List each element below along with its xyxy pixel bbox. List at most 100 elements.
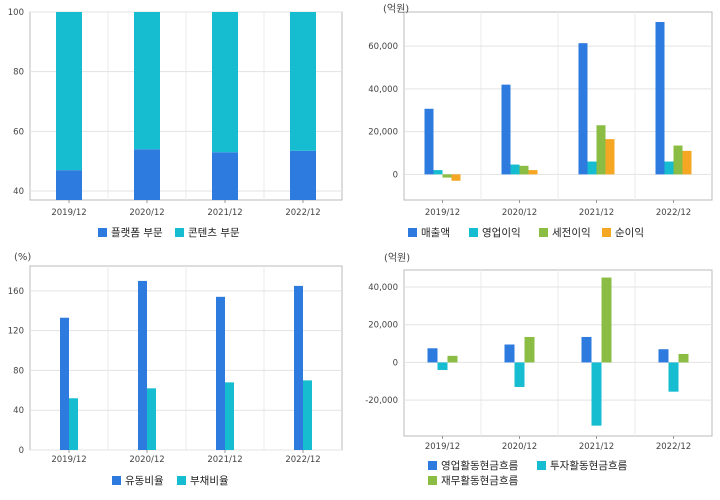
- y-tick-label: 20,000: [368, 128, 398, 138]
- bar: [138, 280, 147, 450]
- y-tick-label: 20,000: [368, 321, 398, 331]
- bar: [524, 336, 535, 363]
- bar-platform: [134, 149, 160, 200]
- y-tick-label: 80: [13, 68, 24, 78]
- bar: [427, 348, 438, 363]
- x-tick-label: 2020/12: [502, 442, 537, 452]
- bar: [581, 336, 592, 363]
- y-tick-label: 0: [393, 358, 398, 368]
- legend-label: 영업활동현금흐름: [441, 459, 519, 472]
- bar: [655, 22, 665, 175]
- y-tick-label: 0: [19, 446, 24, 456]
- platform-content-chart: 40 60 80 100 2019/12 2020/12 2021/12 2022/12 플랫폼…: [0, 0, 360, 248]
- bar: [504, 344, 515, 363]
- legend-swatch: [602, 228, 611, 237]
- x-tick-label: 2019/12: [425, 208, 460, 218]
- x-tick-label: 2019/12: [51, 455, 86, 465]
- x-tick-label: 2021/12: [207, 208, 242, 218]
- legend-swatch: [428, 476, 437, 485]
- y-tick-label: 40: [13, 406, 24, 416]
- bar-platform: [290, 150, 316, 200]
- x-tick-label: 2021/12: [207, 455, 242, 465]
- bar: [225, 382, 234, 450]
- legend-swatch: [539, 228, 548, 237]
- legend-swatch: [469, 228, 478, 237]
- cashflow-bar-chart: -20,000 0 20,000 40,000 (억원) 2019/12 2020/12 20…: [365, 252, 713, 487]
- legend-swatch: [177, 476, 186, 485]
- x-tick-label: 2019/12: [51, 208, 86, 218]
- bar: [605, 139, 615, 175]
- bar: [451, 174, 461, 181]
- bar: [510, 164, 520, 175]
- x-tick-label: 2022/12: [656, 208, 691, 218]
- x-tick-label: 2020/12: [129, 455, 164, 465]
- y-tick-label: 160: [8, 287, 24, 297]
- bar: [587, 161, 597, 175]
- legend-swatch: [112, 476, 121, 485]
- x-tick-label: 2020/12: [502, 208, 537, 218]
- legend-label: 부채비율: [190, 475, 229, 487]
- x-tick-label: 2022/12: [285, 208, 320, 218]
- chart-group: 0 20,000 40,000 60,000 (억원) 2019/12 2020/12 202…: [368, 3, 713, 239]
- bar: [601, 277, 612, 363]
- bar: [433, 170, 443, 175]
- bar: [294, 285, 303, 450]
- ratio-chart: 0 40 80 120 160 (%) 2019/12 2020/12 2021/12 2022/…: [0, 248, 360, 496]
- unit-label: (억원): [384, 252, 410, 264]
- bar: [514, 362, 525, 387]
- bar-content: [56, 12, 82, 171]
- bar: [424, 108, 434, 175]
- legend-label: 순이익: [615, 227, 644, 239]
- chart-group: -20,000 0 20,000 40,000 (억원) 2019/12 2020/12 20…: [365, 252, 713, 487]
- x-tick-label: 2022/12: [656, 442, 691, 452]
- y-tick-label: 40,000: [368, 85, 398, 95]
- bar: [678, 353, 689, 363]
- bar: [596, 125, 606, 175]
- bar: [658, 349, 669, 363]
- y-tick-label: 40,000: [368, 283, 398, 293]
- bar: [519, 165, 529, 175]
- income-chart: 0 20,000 40,000 60,000 (억원) 2019/12 2020/12 202…: [360, 0, 720, 248]
- bar-content: [134, 12, 160, 150]
- bar: [442, 174, 452, 178]
- bar-content: [290, 12, 316, 151]
- legend-label: 매출액: [421, 227, 450, 239]
- legend-swatch: [537, 461, 546, 470]
- x-tick-label: 2022/12: [285, 455, 320, 465]
- legend-label: 콘텐츠 부문: [188, 227, 240, 239]
- legend-swatch: [408, 228, 417, 237]
- ratio-bar-chart: 0 40 80 120 160 (%) 2019/12 2020/12 2021/12 2022/…: [8, 252, 343, 487]
- unit-label: (%): [14, 252, 31, 263]
- bar: [60, 317, 69, 450]
- chart-group: 0 40 80 120 160 (%) 2019/12 2020/12 2021/12 2022/…: [8, 252, 343, 487]
- bar: [591, 362, 602, 426]
- y-tick-label: 60: [13, 127, 24, 137]
- cashflow-chart: -20,000 0 20,000 40,000 (억원) 2019/12 2020/12 20…: [360, 248, 720, 496]
- legend-label: 세전이익: [552, 227, 591, 239]
- legend-swatch: [428, 461, 437, 470]
- bar: [664, 161, 674, 175]
- y-tick-label: 40: [13, 187, 24, 197]
- unit-label: (억원): [383, 3, 409, 15]
- income-bar-chart: 0 20,000 40,000 60,000 (억원) 2019/12 2020/12 202…: [368, 3, 713, 239]
- y-tick-label: -20,000: [365, 396, 398, 406]
- x-tick-label: 2020/12: [129, 208, 164, 218]
- bar: [501, 84, 511, 175]
- legend-label: 재무활동현금흐름: [441, 474, 519, 487]
- y-tick-label: 0: [393, 170, 398, 180]
- legend-label: 유동비율: [125, 475, 164, 487]
- x-tick-label: 2021/12: [579, 442, 614, 452]
- bar: [447, 355, 458, 363]
- y-tick-label: 60,000: [368, 42, 398, 52]
- y-tick-label: 80: [13, 366, 24, 376]
- bar: [528, 170, 538, 175]
- y-tick-label: 120: [8, 327, 24, 337]
- bar: [682, 150, 692, 175]
- bar-platform: [56, 170, 82, 200]
- x-tick-label: 2021/12: [579, 208, 614, 218]
- legend-label: 투자활동현금흐름: [550, 459, 628, 472]
- bar: [668, 362, 679, 392]
- bar: [303, 380, 312, 450]
- bar: [69, 398, 78, 450]
- legend-label: 영업이익: [482, 226, 521, 239]
